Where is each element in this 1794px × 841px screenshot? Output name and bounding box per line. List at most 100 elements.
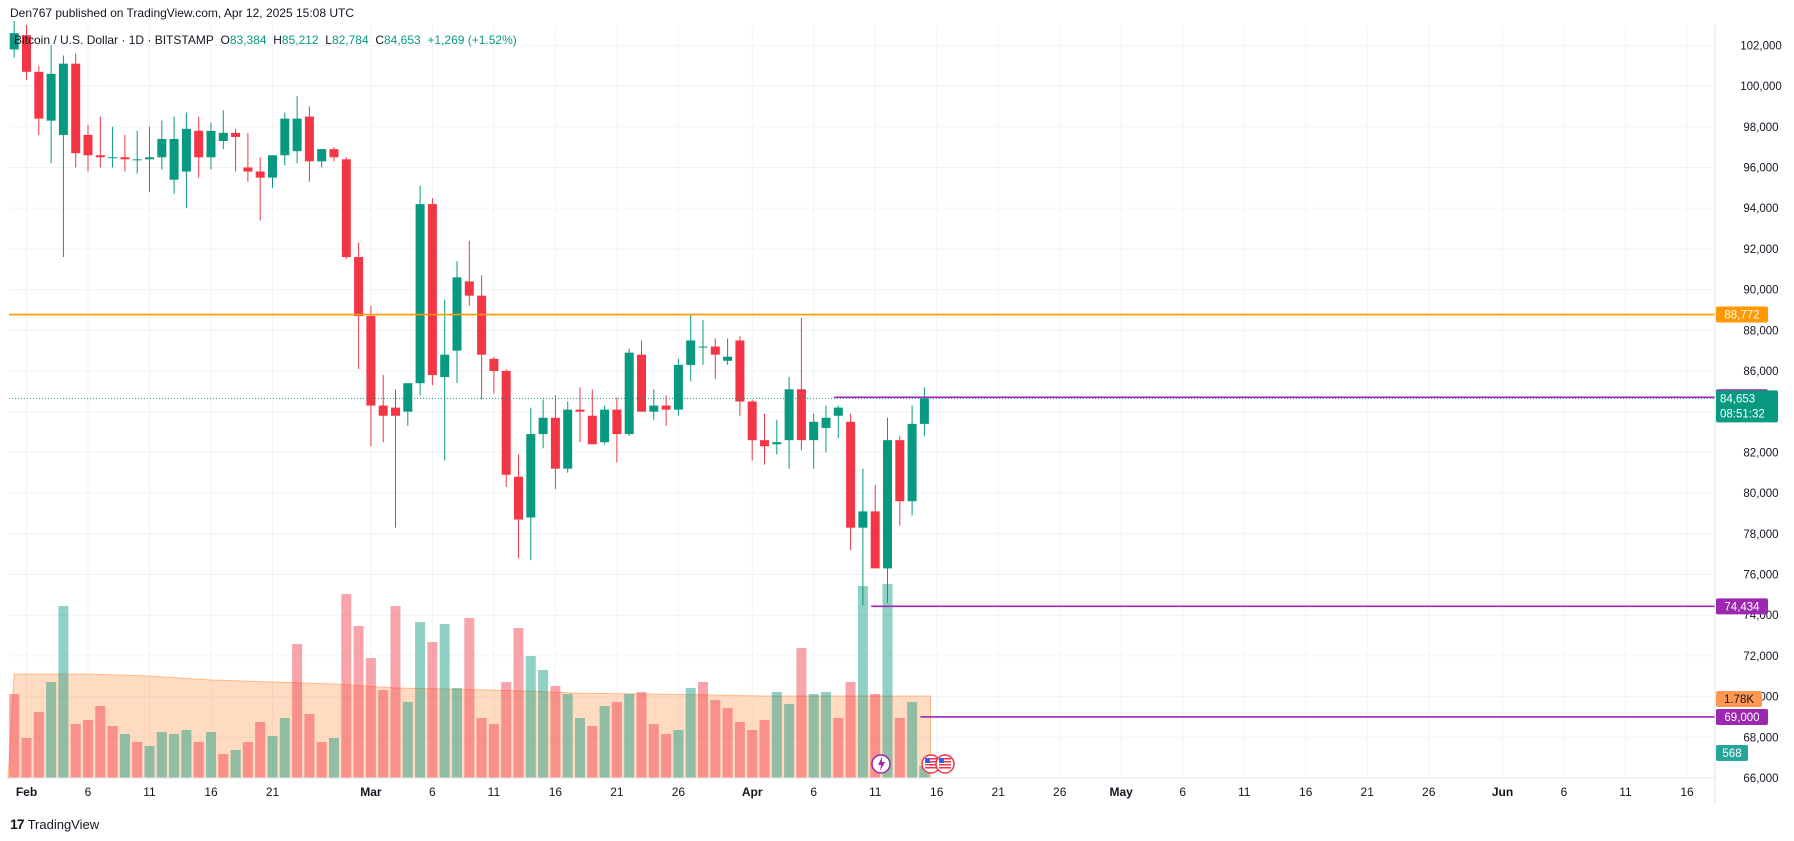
candle-body bbox=[391, 407, 400, 416]
candle-body bbox=[145, 157, 154, 160]
time-tick-label: May bbox=[1110, 785, 1134, 799]
volume-bar bbox=[46, 682, 57, 778]
time-tick-label: Apr bbox=[742, 785, 763, 799]
volume-bar bbox=[821, 692, 831, 778]
symbol-name: Bitcoin / U.S. Dollar · 1D · BITSTAMP bbox=[14, 33, 214, 47]
tradingview-brand: TradingView bbox=[27, 816, 100, 832]
tradingview-logo[interactable]: 17 TradingView bbox=[10, 816, 99, 832]
volume-ma-tag bbox=[1716, 691, 1762, 707]
candle-body bbox=[157, 138, 167, 158]
close-label: C bbox=[375, 33, 384, 47]
close-value: 84,653 bbox=[384, 33, 421, 47]
time-tick-label: 21 bbox=[1361, 785, 1375, 799]
candlestick-series bbox=[9, 20, 929, 606]
volume-bar bbox=[70, 724, 81, 778]
volume-bar bbox=[292, 644, 303, 778]
time-tick-label: 16 bbox=[930, 785, 944, 799]
symbol-legend: Bitcoin / U.S. Dollar · 1D · BITSTAMP O8… bbox=[14, 33, 517, 47]
candle-body bbox=[108, 157, 118, 159]
price-line-resistance-tag-label: 88,772 bbox=[1724, 310, 1759, 322]
volume-bar bbox=[427, 642, 438, 778]
price-tick-label: 82,000 bbox=[1743, 447, 1778, 459]
time-tick-label: Feb bbox=[16, 785, 37, 799]
volume-bar bbox=[218, 754, 229, 778]
candle-body bbox=[661, 405, 671, 410]
volume-bar bbox=[587, 726, 598, 778]
candle-body bbox=[132, 159, 142, 161]
volume-bar bbox=[661, 734, 672, 778]
candle-body bbox=[95, 155, 105, 158]
high-value: 85,212 bbox=[281, 33, 319, 47]
volume-last-tag bbox=[1716, 745, 1748, 761]
volume-bar bbox=[919, 766, 930, 778]
candle-body bbox=[821, 417, 831, 428]
volume-bar bbox=[119, 734, 130, 778]
candle-body bbox=[206, 130, 216, 158]
volume-bar bbox=[722, 708, 733, 778]
volume-bar bbox=[882, 584, 893, 778]
time-tick-label: 16 bbox=[549, 785, 563, 799]
volume-bar bbox=[107, 726, 118, 778]
candle-body bbox=[58, 63, 68, 135]
candle-body bbox=[895, 440, 905, 502]
volume-bar bbox=[206, 732, 216, 778]
volume-bar bbox=[169, 734, 180, 778]
time-tick-label: 6 bbox=[1561, 785, 1568, 799]
volume-bar bbox=[636, 692, 647, 778]
volume-bar bbox=[193, 742, 204, 778]
candle-body bbox=[427, 204, 437, 376]
price-tick-label: 86,000 bbox=[1743, 366, 1778, 378]
volume-bar bbox=[304, 714, 315, 778]
candle-body bbox=[71, 63, 81, 154]
us-flag-icon bbox=[921, 754, 941, 774]
time-tick-label: 6 bbox=[810, 785, 817, 799]
candle-body bbox=[784, 389, 794, 441]
volume-bar bbox=[734, 722, 745, 778]
volume-bar bbox=[759, 720, 770, 778]
candle-body bbox=[575, 409, 585, 412]
candle-body bbox=[550, 417, 560, 469]
volume-bar bbox=[562, 694, 573, 778]
time-tick-label: 26 bbox=[1422, 785, 1436, 799]
volume-bar bbox=[353, 626, 364, 778]
price-tick-label: 94,000 bbox=[1743, 203, 1778, 215]
candle-body bbox=[489, 358, 499, 371]
volume-bar bbox=[698, 682, 708, 778]
candle-body bbox=[919, 398, 929, 424]
volume-bar bbox=[538, 670, 549, 778]
volume-bar bbox=[230, 750, 241, 778]
time-tick-label: 26 bbox=[1053, 785, 1067, 799]
candle-body bbox=[796, 389, 806, 441]
change-value: +1,269 (+1.52%) bbox=[427, 33, 517, 47]
candle-body bbox=[526, 434, 536, 518]
candle-body bbox=[292, 118, 302, 152]
price-line-level-69000-tag bbox=[1716, 708, 1768, 725]
volume-bar bbox=[845, 682, 856, 778]
price-tick-label: 72,000 bbox=[1743, 651, 1778, 663]
candle-body bbox=[501, 370, 511, 475]
volume-bar bbox=[575, 718, 585, 778]
volume-bar bbox=[857, 586, 868, 778]
price-tick-label: 78,000 bbox=[1743, 529, 1778, 541]
last-price-tag-label: 84,653 bbox=[1720, 393, 1755, 405]
volume-bar bbox=[132, 742, 143, 778]
volume-bar bbox=[648, 724, 659, 778]
price-tick-label: 102,000 bbox=[1740, 40, 1782, 52]
candle-body bbox=[440, 354, 450, 378]
candle-body bbox=[9, 33, 19, 50]
volume-bar bbox=[144, 746, 155, 778]
volume-bar bbox=[95, 706, 106, 778]
volume-bar bbox=[907, 702, 918, 778]
event-markers bbox=[871, 754, 955, 774]
candle-body bbox=[747, 401, 757, 441]
candle-body bbox=[624, 352, 634, 435]
price-tick-label: 66,000 bbox=[1743, 773, 1778, 785]
candle-body bbox=[883, 440, 892, 569]
candle-body bbox=[243, 167, 253, 172]
volume-bar bbox=[685, 688, 696, 778]
volume-bar bbox=[402, 702, 413, 778]
volume-bar bbox=[156, 732, 167, 778]
volume-bar bbox=[58, 606, 69, 778]
volume-bar bbox=[316, 742, 327, 778]
